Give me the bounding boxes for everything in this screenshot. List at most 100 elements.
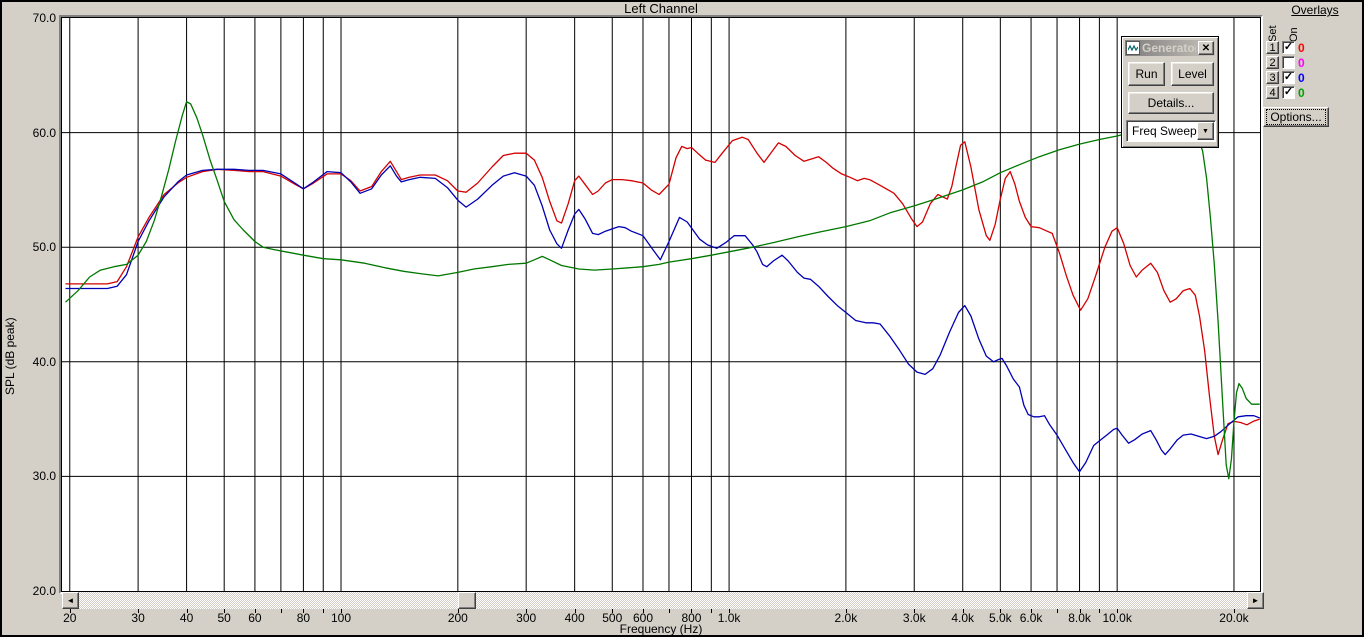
- x-tickmark-600: [642, 609, 644, 613]
- close-button[interactable]: ✕: [1198, 41, 1214, 55]
- overlay-row-3: 3 ✓ 0: [1266, 70, 1305, 85]
- x-tick-60: 60: [248, 611, 262, 625]
- x-tickmark-7000: [1057, 609, 1059, 613]
- x-tickmark-90: [323, 609, 325, 613]
- x-tickmark-9000: [1099, 609, 1101, 613]
- x-tick-50: 50: [217, 611, 231, 625]
- details-button[interactable]: Details...: [1128, 92, 1214, 114]
- on-column-header: On: [1288, 27, 1300, 42]
- x-tickmark-200: [457, 609, 459, 613]
- curve-2: [65, 165, 1260, 473]
- x-tickmark-70: [280, 609, 282, 613]
- sweep-mode-select[interactable]: Freq Sweep ▼: [1126, 120, 1216, 142]
- x-tickmark-6000: [1031, 609, 1033, 613]
- scroll-left-icon: ◄: [66, 596, 75, 605]
- overlay-row-1: 1 ✓ 0: [1266, 40, 1305, 55]
- overlay-value-1: 0: [1298, 40, 1305, 55]
- set-column-header: Set: [1267, 25, 1279, 42]
- x-tick-200: 200: [447, 611, 468, 625]
- x-tickmark-20: [69, 609, 71, 613]
- x-tick-300: 300: [516, 611, 537, 625]
- x-tick-400: 400: [564, 611, 585, 625]
- scrollbar-right-button[interactable]: ►: [1247, 592, 1264, 609]
- x-tickmark-700: [668, 609, 670, 613]
- scrollbar-track[interactable]: [62, 592, 1264, 609]
- x-tick-10.0k: 10.0k: [1102, 611, 1132, 625]
- x-tick-5.0k: 5.0k: [988, 611, 1012, 625]
- overlay-row-4: 4 ✓ 0: [1266, 85, 1305, 100]
- x-tick-4.0k: 4.0k: [951, 611, 975, 625]
- x-tickmark-800: [691, 609, 693, 613]
- level-button[interactable]: Level: [1171, 62, 1214, 86]
- generator-dialog: Generator ✕ Run Level Details... Freq Sw…: [1121, 36, 1219, 148]
- overlays-title: Overlays: [1291, 3, 1339, 17]
- y-tick-60.0: 60.0: [32, 125, 56, 140]
- y-tick-20.0: 20.0: [32, 584, 56, 598]
- x-tickmark-10000: [1117, 609, 1119, 613]
- overlay-set-button-1[interactable]: 1: [1266, 41, 1279, 54]
- x-tick-500: 500: [602, 611, 623, 625]
- x-tickmark-20000: [1233, 609, 1235, 613]
- x-tick-3.0k: 3.0k: [902, 611, 926, 625]
- x-tickmark-5000: [1000, 609, 1002, 613]
- overlay-value-4: 0: [1298, 85, 1305, 100]
- x-tick-30: 30: [131, 611, 145, 625]
- overlay-value-2: 0: [1298, 55, 1305, 70]
- generator-titlebar[interactable]: Generator ✕: [1125, 40, 1215, 56]
- x-tick-20.0k: 20.0k: [1219, 611, 1249, 625]
- x-tickmark-2000: [845, 609, 847, 613]
- scroll-right-icon: ►: [1251, 596, 1260, 605]
- x-tick-20: 20: [63, 611, 77, 625]
- plot-area: [61, 17, 1261, 592]
- run-button[interactable]: Run: [1128, 62, 1165, 86]
- overlay-on-checkbox-2[interactable]: [1282, 56, 1295, 69]
- overlay-set-button-2[interactable]: 2: [1266, 56, 1279, 69]
- overlay-set-button-4[interactable]: 4: [1266, 86, 1279, 99]
- overlay-value-3: 0: [1298, 70, 1305, 85]
- plot-frame: [59, 15, 1263, 594]
- overlay-on-checkbox-4[interactable]: ✓: [1282, 86, 1295, 99]
- x-tickmark-300: [526, 609, 528, 613]
- x-tick-100: 100: [330, 611, 352, 625]
- x-axis-label: Frequency (Hz): [619, 622, 703, 636]
- x-tick-1.0k: 1.0k: [717, 611, 741, 625]
- x-tickmark-500: [612, 609, 614, 613]
- x-tick-600: 600: [632, 611, 653, 625]
- dropdown-button[interactable]: ▼: [1197, 122, 1214, 140]
- close-icon: ✕: [1201, 42, 1211, 54]
- x-tickmark-60: [254, 609, 256, 613]
- x-tick-80: 80: [296, 611, 311, 625]
- x-tick-40: 40: [179, 611, 194, 625]
- overlay-on-checkbox-3[interactable]: ✓: [1282, 71, 1295, 84]
- y-tick-70.0: 70.0: [32, 11, 56, 25]
- x-tickmark-900: [711, 609, 713, 613]
- x-tickmark-30: [138, 609, 140, 613]
- curve-1: [65, 136, 1260, 456]
- x-tick-800: 800: [681, 611, 702, 625]
- options-button-label: Options...: [1266, 109, 1326, 125]
- x-tick-6.0k: 6.0k: [1019, 611, 1043, 625]
- x-tickmark-100: [341, 609, 342, 613]
- x-tickmark-4000: [962, 609, 964, 613]
- h-scrollbar[interactable]: ◄ ►: [62, 592, 1264, 609]
- chevron-down-icon: ▼: [1202, 127, 1209, 135]
- x-tick-8.0k: 8.0k: [1068, 611, 1091, 625]
- waveform-icon: [1126, 41, 1140, 55]
- x-tickmark-1000: [729, 609, 731, 613]
- options-button[interactable]: Options...: [1263, 107, 1329, 127]
- x-tickmark-3000: [914, 609, 916, 613]
- x-tickmark-80: [303, 609, 305, 613]
- plot-canvas: [62, 18, 1260, 591]
- y-tick-50.0: 50.0: [32, 240, 56, 255]
- overlay-on-checkbox-1[interactable]: ✓: [1282, 41, 1295, 54]
- scrollbar-left-button[interactable]: ◄: [62, 592, 79, 609]
- x-tick-2.0k: 2.0k: [834, 611, 858, 625]
- y-tick-30.0: 30.0: [32, 469, 56, 484]
- scrollbar-thumb[interactable]: [458, 592, 476, 609]
- y-tick-40.0: 40.0: [32, 354, 56, 369]
- curve-3: [65, 101, 1260, 480]
- overlay-set-button-3[interactable]: 3: [1266, 71, 1279, 84]
- chart-title: Left Channel: [624, 1, 698, 16]
